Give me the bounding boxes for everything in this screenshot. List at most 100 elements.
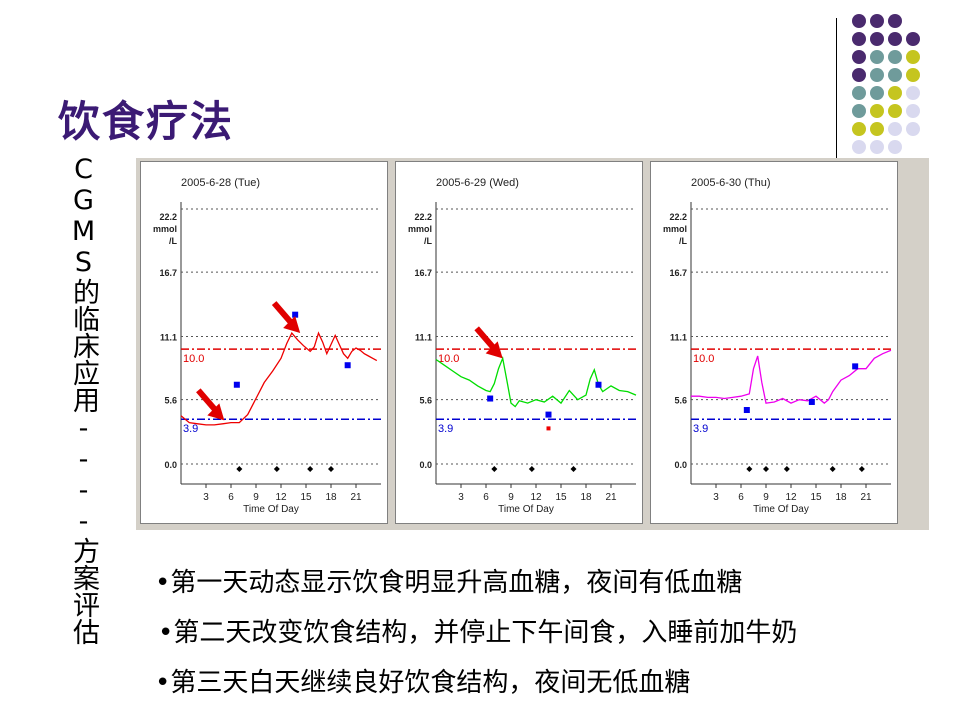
y-axis-label: 22.2 — [414, 212, 432, 222]
red-arrow-peak-head — [485, 341, 503, 359]
event-marker — [783, 466, 790, 472]
x-tick-label: 6 — [738, 492, 744, 503]
decorative-dot — [870, 32, 884, 46]
x-tick-label: 3 — [203, 492, 209, 503]
meter-reading-point — [233, 381, 240, 388]
event-marker — [528, 466, 535, 472]
x-tick-label: 18 — [835, 492, 847, 503]
decorative-dot — [870, 140, 884, 154]
x-tick-label: 9 — [508, 492, 514, 503]
y-tick-label: 16.7 — [669, 268, 687, 278]
x-tick-label: 21 — [605, 492, 617, 503]
chart-title: 2005-6-29 (Wed) — [436, 177, 519, 189]
event-marker — [491, 466, 498, 472]
decorative-dot — [906, 122, 920, 136]
meter-reading-point — [487, 395, 494, 402]
glucose-trace — [180, 331, 378, 426]
decorative-dot — [888, 140, 902, 154]
meter-reading-point — [852, 363, 859, 370]
cgms-chart-frame: 2005-6-28 (Tue) 22.2 mmol/L 0.0 5.6 11.1 16.7 3… — [136, 158, 929, 530]
x-axis-label: Time Of Day — [498, 504, 554, 515]
glucose-trace — [691, 349, 892, 404]
event-marker — [307, 466, 314, 472]
decorative-dot-grid — [852, 14, 952, 154]
decorative-dot — [888, 122, 902, 136]
x-tick-label: 21 — [350, 492, 362, 503]
decorative-dot — [870, 104, 884, 118]
decorative-dot — [888, 32, 902, 46]
event-marker — [328, 466, 334, 472]
slide-title: 饮食疗法 — [58, 97, 235, 146]
meter-reading-point — [743, 407, 750, 414]
event-marker — [273, 466, 280, 472]
meter-reading-point — [546, 426, 551, 431]
decorative-dot — [906, 68, 920, 82]
chart-title: 2005-6-28 (Tue) — [181, 177, 260, 189]
x-axis-label: Time Of Day — [243, 504, 299, 515]
x-tick-label: 9 — [253, 492, 259, 503]
decorative-dot — [870, 122, 884, 136]
decorative-dot — [852, 50, 866, 64]
y-tick-label: 0.0 — [164, 460, 177, 470]
meter-reading-point — [808, 398, 815, 405]
decorative-dot — [888, 86, 902, 100]
y-tick-label: 16.7 — [414, 268, 432, 278]
decorative-dot — [852, 122, 866, 136]
threshold-label: 10.0 — [183, 353, 204, 365]
event-marker — [763, 466, 769, 472]
y-tick-label: 0.0 — [674, 460, 687, 470]
decorative-dot — [870, 68, 884, 82]
y-axis-label: /L — [679, 236, 688, 246]
red-arrow-low-head — [207, 403, 225, 421]
decorative-dot — [852, 32, 866, 46]
decorative-dot — [906, 50, 920, 64]
x-tick-label: 15 — [300, 492, 312, 503]
decorative-dot — [906, 104, 920, 118]
chart-panel-day3: 2005-6-30 (Thu) 22.2 mmol/L 0.0 5.6 11.1 16.7 3… — [650, 161, 898, 524]
decorative-dot — [888, 104, 902, 118]
x-tick-label: 15 — [810, 492, 822, 503]
y-axis-label: mmol — [153, 224, 177, 234]
y-tick-label: 5.6 — [674, 396, 687, 406]
x-tick-label: 15 — [555, 492, 567, 503]
decorative-dot — [906, 32, 920, 46]
cgms-chart-day3: 2005-6-30 (Thu) 22.2 mmol/L 0.0 5.6 11.1 16.7 3… — [663, 177, 892, 515]
bullet-item-1: •第一天动态显示饮食明显升高血糖，夜间有低血糖 — [155, 568, 743, 598]
x-tick-label: 3 — [713, 492, 719, 503]
meter-reading-point — [292, 311, 299, 318]
decorative-dot — [852, 140, 866, 154]
event-marker — [746, 466, 753, 472]
y-tick-label: 5.6 — [419, 396, 432, 406]
x-tick-label: 6 — [483, 492, 489, 503]
x-tick-label: 3 — [458, 492, 464, 503]
meter-reading-point — [595, 381, 602, 388]
x-tick-label: 12 — [275, 492, 287, 503]
bullet-item-3: •第三天白天继续良好饮食结构，夜间无低血糖 — [155, 668, 691, 698]
decorative-dot — [870, 50, 884, 64]
event-marker — [570, 466, 577, 472]
event-marker — [858, 466, 865, 472]
chart-title: 2005-6-30 (Thu) — [691, 177, 771, 189]
y-axis-label: mmol — [408, 224, 432, 234]
y-axis-label: mmol — [663, 224, 687, 234]
x-axis-label: Time Of Day — [753, 504, 809, 515]
threshold-label: 3.9 — [438, 423, 453, 435]
x-tick-label: 21 — [860, 492, 872, 503]
y-tick-label: 11.1 — [670, 333, 687, 343]
y-tick-label: 11.1 — [160, 333, 177, 343]
x-tick-label: 18 — [580, 492, 592, 503]
event-marker — [236, 466, 243, 472]
threshold-label: 10.0 — [693, 353, 714, 365]
cgms-chart-day1: 2005-6-28 (Tue) 22.2 mmol/L 0.0 5.6 11.1 16.7 3… — [153, 177, 381, 515]
decorative-dot — [870, 14, 884, 28]
meter-reading-point — [344, 362, 351, 369]
x-tick-label: 9 — [763, 492, 769, 503]
x-tick-label: 6 — [228, 492, 234, 503]
cgms-chart-day2: 2005-6-29 (Wed) 22.2 mmol/L 0.0 5.6 11.1 16.7 3… — [408, 177, 637, 515]
decorative-dot — [852, 14, 866, 28]
decorative-dot — [888, 50, 902, 64]
decorative-dot — [852, 86, 866, 100]
y-axis-label: /L — [169, 236, 178, 246]
y-axis-label: 22.2 — [159, 212, 177, 222]
vertical-caption: CGMS的临床应用----方案评估 — [68, 154, 99, 645]
